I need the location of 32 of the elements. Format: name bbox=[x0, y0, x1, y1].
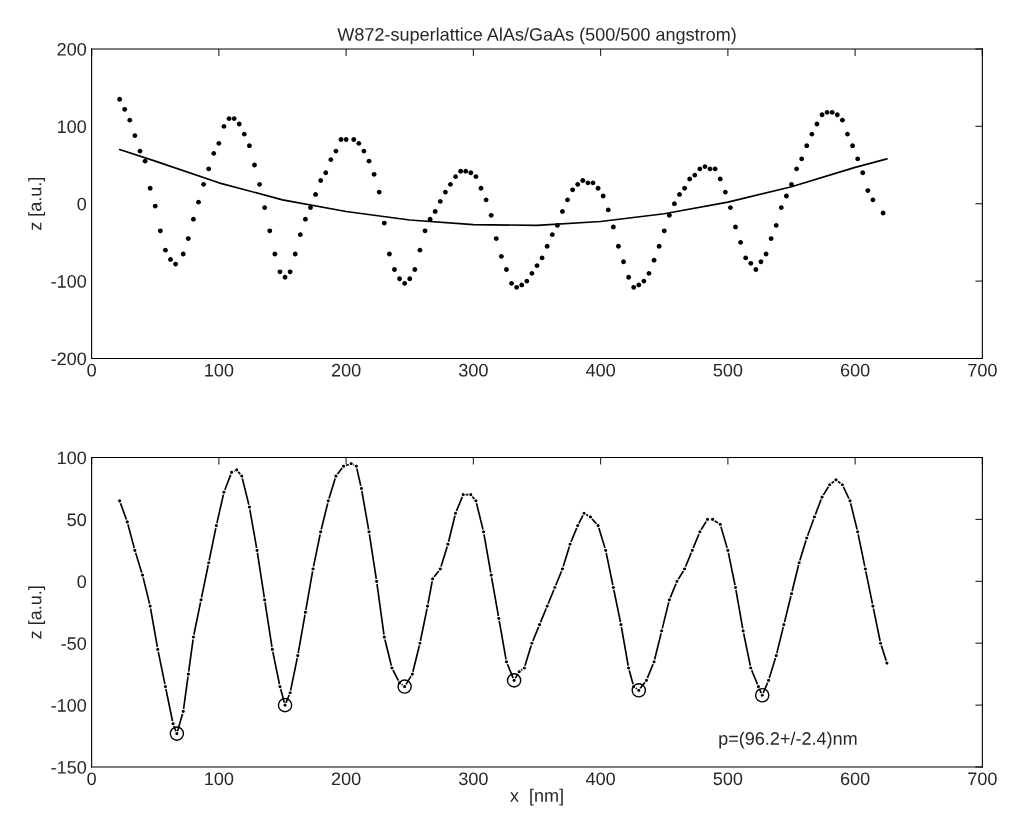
y-tick-label: 50 bbox=[67, 513, 87, 527]
y-axis-title: z [a.u.] bbox=[28, 177, 46, 231]
y-tick-label: -200 bbox=[51, 352, 87, 366]
x-tick-label: 600 bbox=[840, 363, 870, 377]
x-tick-label: 300 bbox=[459, 363, 488, 377]
x-tick-label: 600 bbox=[840, 772, 870, 786]
annotation: p=(96.2+/-2.4)nm bbox=[719, 731, 857, 749]
y-tick-label: 100 bbox=[58, 451, 87, 465]
y-tick-label: 0 bbox=[77, 575, 87, 589]
x-tick-label: 700 bbox=[968, 772, 997, 786]
x-tick-label: 700 bbox=[968, 363, 997, 377]
x-tick-label: 0 bbox=[87, 363, 96, 377]
y-tick-label: 0 bbox=[77, 197, 87, 211]
x-tick-label: 100 bbox=[205, 772, 234, 786]
x-tick-label: 200 bbox=[331, 363, 361, 377]
y-tick-label: 200 bbox=[57, 42, 87, 56]
x-tick-label: 500 bbox=[713, 772, 743, 786]
y-tick-label: 100 bbox=[58, 120, 87, 134]
x-tick-label: 400 bbox=[585, 363, 615, 377]
x-tick-label: 400 bbox=[585, 772, 615, 786]
x-tick-label: 200 bbox=[331, 772, 361, 786]
x-tick-label: 300 bbox=[459, 772, 488, 786]
y-tick-label: -100 bbox=[51, 275, 87, 288]
x-tick-label: 0 bbox=[87, 772, 96, 786]
y-axis-title: z [a.u.] bbox=[28, 586, 46, 639]
y-tick-label: -150 bbox=[51, 760, 87, 774]
y-tick-label: -100 bbox=[51, 699, 87, 712]
x-tick-label: 100 bbox=[205, 363, 234, 377]
x-tick-label: 500 bbox=[713, 363, 743, 377]
chart-title: W872-superlattice AlAs/GaAs (500/500 angstrom) bbox=[337, 27, 736, 45]
x-axis-title: x [nm] bbox=[510, 788, 563, 806]
y-tick-label: -50 bbox=[61, 637, 87, 650]
